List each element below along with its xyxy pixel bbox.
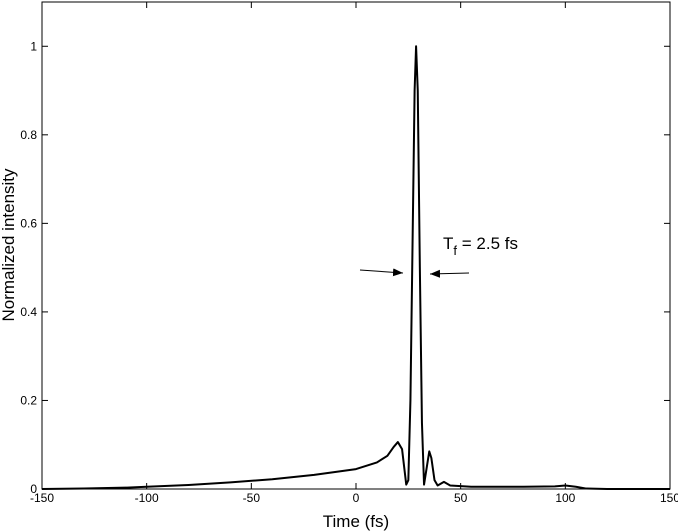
y-tick-label: 0.4: [20, 305, 37, 319]
x-tick-label: 50: [454, 491, 468, 505]
y-tick-label: 0.6: [20, 216, 37, 230]
annotation: Tf = 2.5 fs: [443, 234, 518, 258]
annotation-rest: = 2.5 fs: [457, 234, 518, 253]
x-tick-label: -50: [243, 491, 261, 505]
y-tick-label: 1: [30, 39, 37, 53]
y-tick-label: 0.8: [20, 128, 37, 142]
plot-frame: [41, 1, 671, 490]
annotation-subscript: f: [453, 243, 457, 258]
x-tick-label: 100: [555, 491, 575, 505]
y-tick-label: 0.2: [20, 393, 37, 407]
y-axis-label: Normalized intensity: [0, 168, 18, 322]
arrow: [359, 268, 404, 277]
annotation-main: T: [443, 234, 453, 253]
x-tick-label: 0: [353, 491, 360, 505]
data-line: [41, 45, 670, 490]
x-axis-label: Time (fs): [323, 512, 389, 531]
x-tick-label: -100: [135, 491, 159, 505]
arrow: [429, 269, 470, 278]
x-tick-label: 150: [660, 491, 678, 505]
x-tick-label: -150: [30, 491, 54, 505]
y-tick-label: 0: [30, 482, 37, 496]
